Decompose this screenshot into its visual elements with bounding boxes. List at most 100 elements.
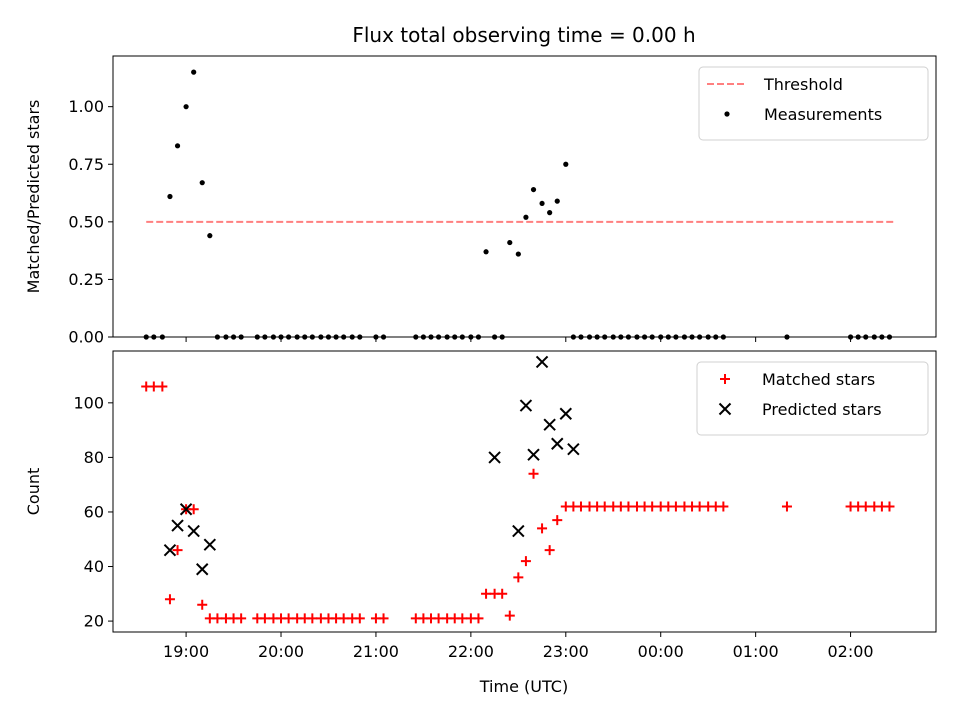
bottom-y-tick-label: 20	[84, 612, 104, 631]
matched-stars-point	[473, 613, 484, 624]
x-tick-label: 20:00	[258, 642, 304, 661]
measurements-point	[713, 334, 719, 340]
matched-stars-point	[283, 613, 294, 624]
matched-stars-point	[544, 545, 555, 556]
x-tick-label: 01:00	[733, 642, 779, 661]
matched-stars-point	[188, 504, 199, 515]
measurements-point	[468, 334, 474, 340]
measurements-point	[658, 334, 664, 340]
measurements-point	[309, 334, 315, 340]
predicted-stars-point	[567, 443, 580, 456]
measurements-point	[784, 334, 790, 340]
top-y-axis-label: Matched/Predicted stars	[24, 100, 43, 294]
matched-stars-point	[164, 594, 175, 605]
bottom-axes-frame	[112, 350, 937, 633]
measurements-point	[174, 143, 181, 149]
bottom-legend: Matched stars Predicted stars	[696, 361, 929, 436]
measurements-point	[143, 334, 149, 340]
measurements-point	[278, 334, 284, 340]
x-tick-label: 22:00	[448, 642, 494, 661]
predicted-stars-point	[187, 524, 200, 538]
bottom-y-axis-label: Count	[24, 468, 43, 516]
measurements-point	[302, 334, 308, 340]
measurements-point	[594, 334, 600, 340]
measurements-point	[483, 249, 489, 255]
bottom-y-tick-label: 80	[84, 448, 104, 467]
measurements-point	[618, 334, 624, 340]
measurements-point	[349, 334, 355, 340]
matched-stars-legend-label: Matched stars	[762, 370, 875, 389]
measurements-point	[554, 198, 560, 204]
measurements-point	[665, 334, 671, 340]
measurements-point	[444, 334, 450, 340]
bottom-panel: 20 40 60 80 100 19:00 20:00 21:00 22:00 23:00 00:0…	[24, 350, 937, 661]
measurements-point	[475, 334, 482, 340]
matched-stars-point	[307, 613, 318, 624]
measurements-point	[720, 334, 726, 340]
measurements-point	[547, 210, 553, 216]
measurements-point	[847, 334, 854, 340]
measurements-point	[420, 334, 427, 340]
measurements-point	[649, 334, 655, 340]
measurements-point	[689, 334, 695, 340]
matched-stars-point	[537, 523, 548, 534]
matched-stars-point	[670, 501, 681, 512]
matched-stars-point	[884, 501, 895, 512]
top-axes-frame	[112, 55, 937, 338]
measurements-point	[570, 334, 576, 340]
matched-stars-point	[378, 613, 389, 624]
x-axis-label: Time (UTC)	[479, 677, 568, 696]
measurements-point	[333, 334, 339, 340]
matched-stars-point	[552, 515, 563, 526]
measurements-point	[294, 334, 300, 340]
predicted-stars-point	[527, 448, 540, 461]
predicted-stars-point	[543, 418, 556, 431]
measurements-point	[499, 334, 505, 340]
measurements-point	[223, 334, 229, 340]
matched-stars-point	[520, 556, 531, 567]
measurements-point	[452, 334, 458, 340]
matched-stars-point	[599, 501, 610, 512]
matched-stars-point	[172, 545, 183, 556]
matched-stars-point	[157, 381, 168, 392]
measurements-point	[634, 334, 640, 340]
measurements-legend-handle	[724, 111, 730, 117]
measurements-legend-label: Measurements	[764, 105, 882, 124]
measurements-point	[167, 193, 173, 200]
measurements-point	[270, 334, 277, 340]
predicted-stars-legend-label: Predicted stars	[762, 400, 882, 419]
measurements-point	[373, 334, 379, 340]
top-y-tick-label: 1.00	[68, 97, 104, 116]
top-panel: 0.00 0.25 0.50 0.75 1.00 Matched/Predicted st…	[24, 55, 937, 347]
measurements-point	[428, 334, 434, 340]
measurements-point	[254, 334, 260, 340]
bottom-legend-box	[696, 361, 929, 436]
top-y-tick-label: 0.50	[68, 212, 104, 231]
measurements-point	[459, 334, 465, 340]
threshold-legend-label: Threshold	[763, 75, 843, 94]
matched-stars-point	[623, 501, 634, 512]
measurements-point	[230, 334, 237, 340]
matched-stars-point	[497, 588, 508, 599]
top-y-tick-label: 0.75	[68, 155, 104, 174]
matched-stars-point	[338, 613, 349, 624]
measurements-point	[530, 186, 537, 193]
bottom-y-tick-label: 100	[73, 393, 104, 412]
predicted-stars-point	[196, 563, 209, 576]
measurements-point	[183, 104, 189, 110]
predicted-stars-point	[559, 407, 572, 420]
x-tick-label: 00:00	[638, 642, 684, 661]
measurements-point	[855, 334, 861, 340]
predicted-stars-legend-handle	[718, 402, 732, 416]
top-legend-box	[698, 66, 929, 141]
matched-stars-point	[197, 599, 208, 610]
measurements-point	[673, 334, 679, 340]
measurements-point	[507, 239, 513, 246]
measurements-point	[325, 334, 332, 340]
measurements-point	[578, 334, 584, 340]
measurements-point	[602, 334, 608, 340]
predicted-stars-point	[519, 399, 533, 412]
matched-stars-point	[354, 613, 365, 624]
matched-stars-point	[694, 501, 705, 512]
